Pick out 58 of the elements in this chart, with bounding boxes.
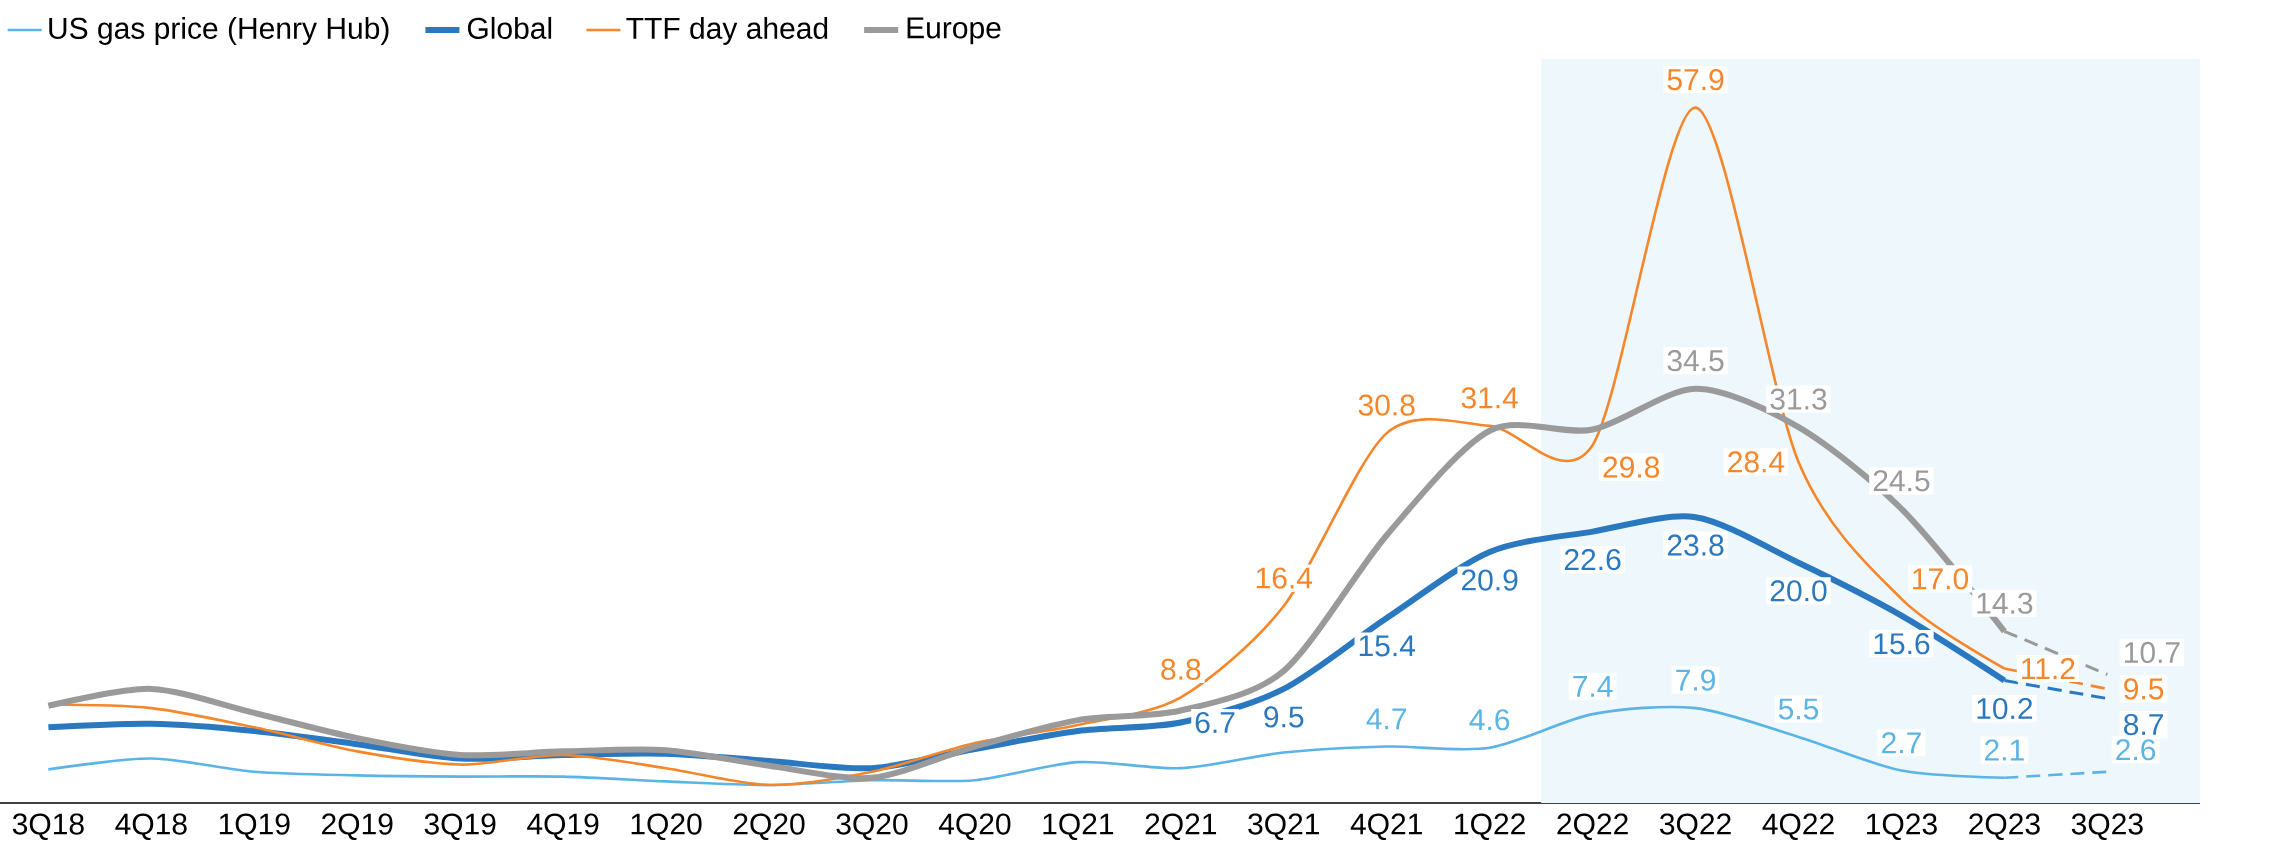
- data-label: 15.6: [1874, 633, 1930, 655]
- x-tick-label: 4Q21: [1350, 813, 1422, 840]
- x-tick-label: 2Q20: [733, 813, 805, 840]
- legend-label: TTF day ahead: [626, 16, 828, 45]
- x-tick-label: 2Q23: [1969, 813, 2040, 840]
- data-label: 20.0: [1770, 580, 1827, 602]
- data-label: 31.3: [1770, 388, 1827, 410]
- x-tick-label: 3Q23: [2071, 813, 2143, 840]
- data-label: 2.1: [1985, 739, 2024, 761]
- data-label: 2.6: [2116, 739, 2156, 761]
- legend-label: Global: [467, 16, 552, 39]
- x-tick-label: 2Q19: [322, 813, 393, 840]
- x-tick-label: 3Q19: [424, 813, 496, 840]
- data-label: 20.9: [1461, 569, 1518, 591]
- x-tick-label: 4Q20: [938, 813, 1011, 840]
- x-tick-label: 1Q21: [1043, 813, 1114, 840]
- data-label: 11.2: [2022, 658, 2075, 679]
- data-label: 16.4: [1256, 567, 1313, 589]
- data-label: 10.2: [1977, 697, 2033, 720]
- data-label: 31.4: [1461, 387, 1518, 409]
- data-label: 5.5: [1778, 698, 1819, 720]
- x-tick-label: 1Q23: [1867, 813, 1937, 840]
- x-tick-label: 4Q22: [1762, 813, 1834, 840]
- data-label: 8.8: [1161, 658, 1201, 680]
- data-label: 9.5: [1264, 706, 1304, 728]
- x-tick-label: 1Q20: [631, 813, 702, 840]
- x-tick-label: 2Q21: [1145, 813, 1217, 840]
- data-label: 34.5: [1667, 350, 1724, 372]
- data-label: 7.9: [1676, 669, 1715, 691]
- data-label: 28.4: [1728, 451, 1785, 473]
- data-label: 15.4: [1359, 635, 1416, 657]
- x-tick-label: 4Q18: [115, 813, 187, 840]
- data-label: 30.8: [1358, 394, 1415, 416]
- data-label: 17.0: [1913, 568, 1969, 590]
- data-label: 10.7: [2125, 641, 2180, 664]
- data-label: 7.4: [1573, 676, 1613, 697]
- data-label: 24.5: [1873, 470, 1930, 492]
- data-label: 2.7: [1882, 732, 1921, 754]
- x-tick-label: 3Q20: [836, 813, 908, 840]
- x-tick-label: 1Q22: [1455, 813, 1525, 840]
- x-tick-label: 3Q22: [1660, 813, 1731, 840]
- data-label: 29.8: [1603, 456, 1660, 478]
- x-tick-label: 2Q22: [1557, 813, 1628, 840]
- data-label: 22.6: [1564, 549, 1621, 571]
- data-label: 6.7: [1195, 711, 1235, 734]
- x-tick-label: 1Q19: [219, 813, 290, 840]
- data-label: 14.3: [1977, 592, 2033, 614]
- data-label: 23.8: [1667, 534, 1724, 556]
- legend-label: Europe: [907, 17, 1001, 45]
- data-label: 57.9: [1667, 69, 1724, 91]
- data-label: 4.7: [1366, 708, 1407, 730]
- legend-label: US gas price (Henry Hub): [49, 16, 389, 45]
- x-tick-label: 4Q19: [527, 813, 599, 840]
- data-label: 9.5: [2124, 678, 2164, 700]
- data-label: 8.7: [2124, 713, 2163, 736]
- x-tick-label: 3Q18: [12, 813, 84, 840]
- x-tick-label: 3Q21: [1248, 813, 1319, 840]
- data-label: 4.6: [1469, 709, 1510, 731]
